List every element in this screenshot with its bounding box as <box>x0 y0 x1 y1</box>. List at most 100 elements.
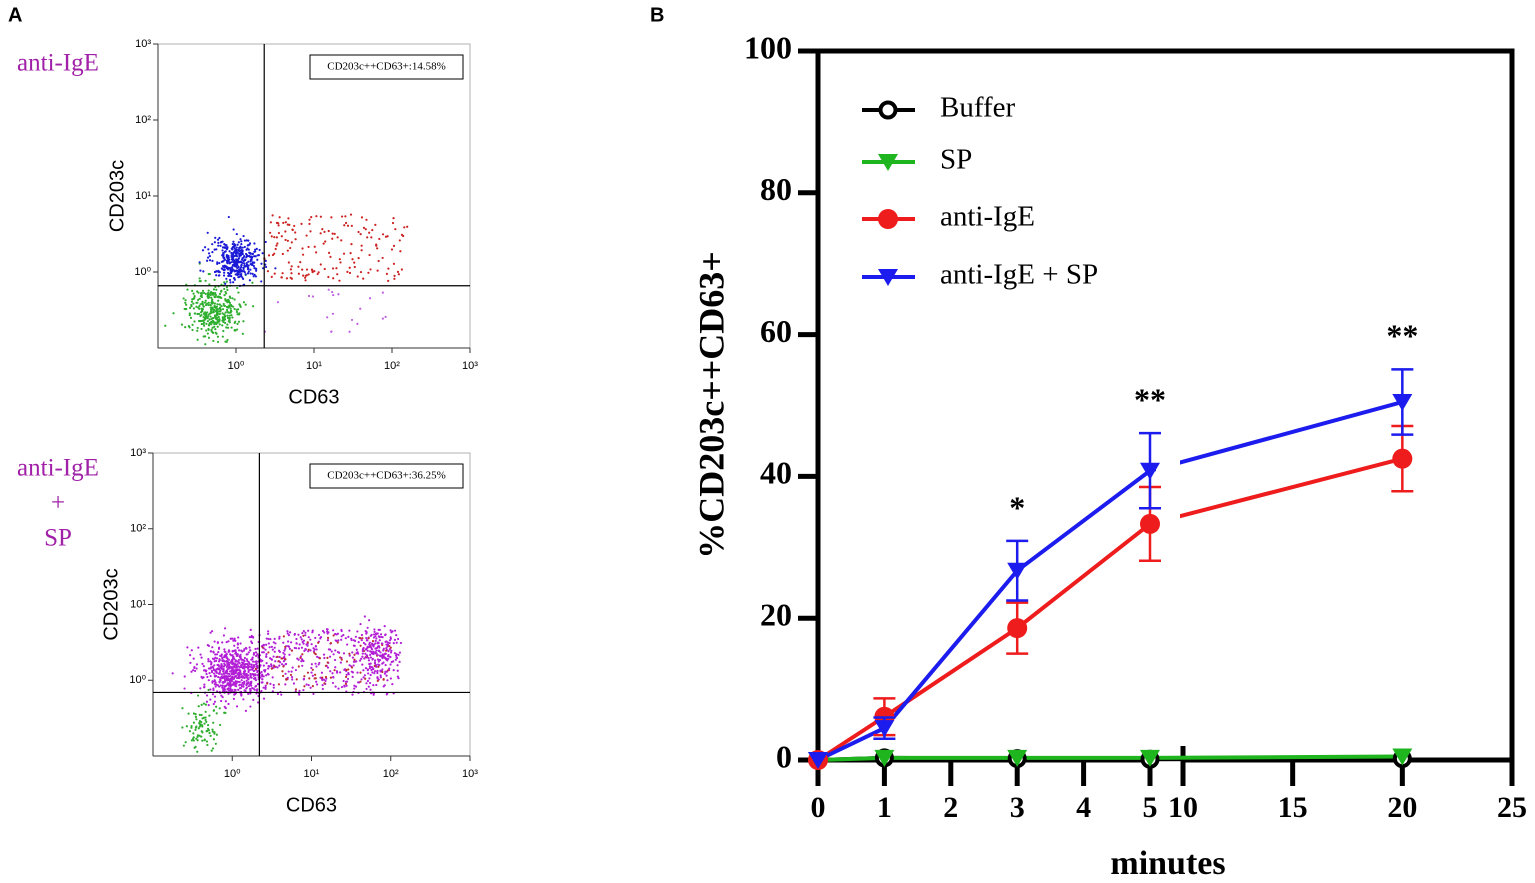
event-dot <box>235 668 238 672</box>
event-dot <box>271 214 274 217</box>
event-dot <box>331 267 335 270</box>
event-dot <box>267 637 270 641</box>
event-dot <box>207 272 210 276</box>
event-dot <box>352 644 355 647</box>
event-dot <box>383 672 387 675</box>
event-dot <box>234 675 237 678</box>
event-dot <box>219 666 222 669</box>
event-dot <box>229 689 232 693</box>
event-dot <box>370 646 373 649</box>
event-dot <box>302 688 305 692</box>
event-dot <box>237 276 240 279</box>
event-dot <box>327 229 330 233</box>
event-dot <box>346 224 350 227</box>
event-dot <box>216 325 219 328</box>
event-dot <box>381 655 384 658</box>
event-dot <box>233 269 236 272</box>
event-dot <box>228 262 231 265</box>
event-dot <box>237 291 240 294</box>
event-dot <box>270 664 273 668</box>
event-dot <box>217 675 220 679</box>
event-dot <box>254 255 257 258</box>
event-dot <box>185 303 188 306</box>
event-dot <box>212 310 215 313</box>
event-dot <box>274 267 277 270</box>
event-dot <box>255 269 258 272</box>
event-dot <box>234 672 237 675</box>
event-dot <box>251 272 254 276</box>
event-dot <box>246 272 250 275</box>
event-dot <box>249 681 252 684</box>
event-dot <box>213 241 216 244</box>
event-dot <box>193 295 196 298</box>
event-dot <box>221 690 225 693</box>
event-dot <box>381 233 385 236</box>
event-dot <box>388 648 391 651</box>
event-dot <box>350 224 353 227</box>
event-dot <box>225 641 228 644</box>
event-dot <box>379 674 382 677</box>
event-dot <box>300 660 303 663</box>
event-dot <box>313 245 316 248</box>
event-dot <box>219 723 222 727</box>
event-dot <box>199 279 202 283</box>
event-dot <box>214 685 217 688</box>
event-dot <box>233 329 236 332</box>
event-dot <box>200 713 203 717</box>
event-dot <box>215 674 218 677</box>
event-dot <box>210 650 213 653</box>
event-dot <box>343 685 346 688</box>
event-dot <box>366 639 369 642</box>
event-dot <box>184 326 187 329</box>
event-dot <box>244 709 248 712</box>
event-dot <box>301 253 305 256</box>
event-dot <box>252 653 255 656</box>
event-dot <box>307 629 310 632</box>
event-dot <box>323 230 326 233</box>
event-dot <box>339 671 342 674</box>
event-dot <box>321 676 324 679</box>
event-dot <box>390 649 393 652</box>
event-dot <box>370 652 373 655</box>
event-dot <box>390 248 394 251</box>
event-dot <box>363 615 366 618</box>
event-dot <box>282 660 286 663</box>
event-dot <box>267 630 270 633</box>
event-dot <box>345 684 348 687</box>
event-dot <box>253 273 256 277</box>
event-dot <box>326 656 329 659</box>
event-dot <box>194 715 198 719</box>
event-dot <box>395 634 398 637</box>
event-dot <box>389 629 392 632</box>
event-dot <box>286 239 289 242</box>
event-dot <box>237 320 241 323</box>
event-dot <box>246 244 250 247</box>
event-dot <box>370 648 374 651</box>
event-dot <box>238 680 241 684</box>
event-dot <box>222 669 225 672</box>
event-dot <box>400 233 404 236</box>
event-dot <box>362 641 366 645</box>
event-dot <box>220 267 223 270</box>
event-dot <box>309 230 312 233</box>
event-dot <box>385 272 389 275</box>
event-dot <box>377 660 380 663</box>
event-dot <box>192 736 195 739</box>
event-dot <box>308 218 311 221</box>
event-dot <box>247 692 250 696</box>
event-dot <box>375 652 378 655</box>
event-dot <box>339 661 342 664</box>
event-dot <box>365 656 368 659</box>
event-dot <box>220 260 223 263</box>
event-dot <box>192 292 195 295</box>
event-dot <box>302 639 306 642</box>
event-dot <box>353 687 356 690</box>
event-dot <box>398 239 401 242</box>
event-dot <box>314 645 318 648</box>
event-dot <box>226 262 229 265</box>
event-dot <box>229 296 232 300</box>
event-dot <box>254 647 257 651</box>
event-dot <box>351 675 354 678</box>
event-dot <box>196 326 199 330</box>
event-dot <box>204 718 207 722</box>
